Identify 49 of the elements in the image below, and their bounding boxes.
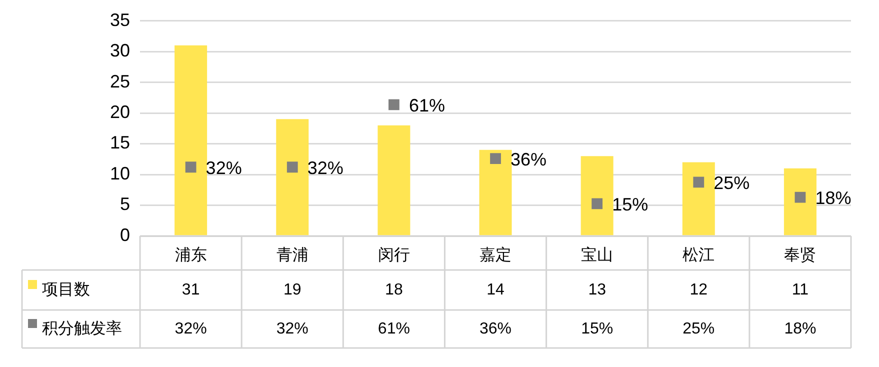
data-label: 14 <box>486 281 505 298</box>
y-tick-label: 35 <box>110 10 130 30</box>
point <box>185 162 196 173</box>
data-label: 11 <box>792 281 809 298</box>
text: 18% <box>815 188 852 208</box>
x-tick-label: 嘉定 <box>480 246 512 264</box>
point <box>693 176 704 188</box>
y-tick-label: 10 <box>110 163 130 184</box>
data-label: 12 <box>690 281 708 298</box>
y-tick-label: 5 <box>120 194 130 214</box>
text: 25% <box>714 173 750 194</box>
data-label: 18% <box>784 320 816 338</box>
bar <box>378 125 410 236</box>
data-label: 19 <box>283 281 302 298</box>
y-tick-label: 30 <box>110 40 130 61</box>
point <box>592 198 603 210</box>
bar <box>276 119 309 236</box>
y-tick-label: 0 <box>120 224 130 245</box>
bar <box>580 156 614 236</box>
text: 61% <box>408 96 445 116</box>
data-label: 32% <box>276 320 308 338</box>
x-tick-label: 闵行 <box>378 246 410 264</box>
y-tick-label: 15 <box>110 132 130 153</box>
data-label: 36% <box>479 320 512 338</box>
bar <box>479 150 512 236</box>
point <box>794 192 806 203</box>
x-tick-label: 奉贤 <box>784 247 816 264</box>
x-tick-label: 松江 <box>682 246 715 264</box>
y-tick-label: 20 <box>110 102 130 122</box>
data-label: 25% <box>682 320 715 338</box>
point <box>286 162 298 173</box>
point <box>490 153 501 164</box>
data-label: 61% <box>378 320 410 338</box>
point <box>388 99 400 110</box>
data-label: 18 <box>385 281 403 298</box>
y-tick-label: 25 <box>110 71 130 92</box>
legend-label: 项目数 <box>42 281 90 298</box>
data-label: 31 <box>182 281 200 298</box>
data-label: 15% <box>581 320 614 338</box>
x-tick-label: 青浦 <box>276 246 308 264</box>
legend-label: 积分触发率 <box>42 319 122 338</box>
bar <box>174 45 208 236</box>
x-tick-label: 宝山 <box>581 246 614 264</box>
bar <box>682 162 715 236</box>
x-tick-label: 浦东 <box>174 246 207 264</box>
text: 15% <box>612 194 648 215</box>
data-label: 32% <box>174 320 207 338</box>
data-label: 13 <box>588 281 606 298</box>
bar <box>784 168 816 236</box>
